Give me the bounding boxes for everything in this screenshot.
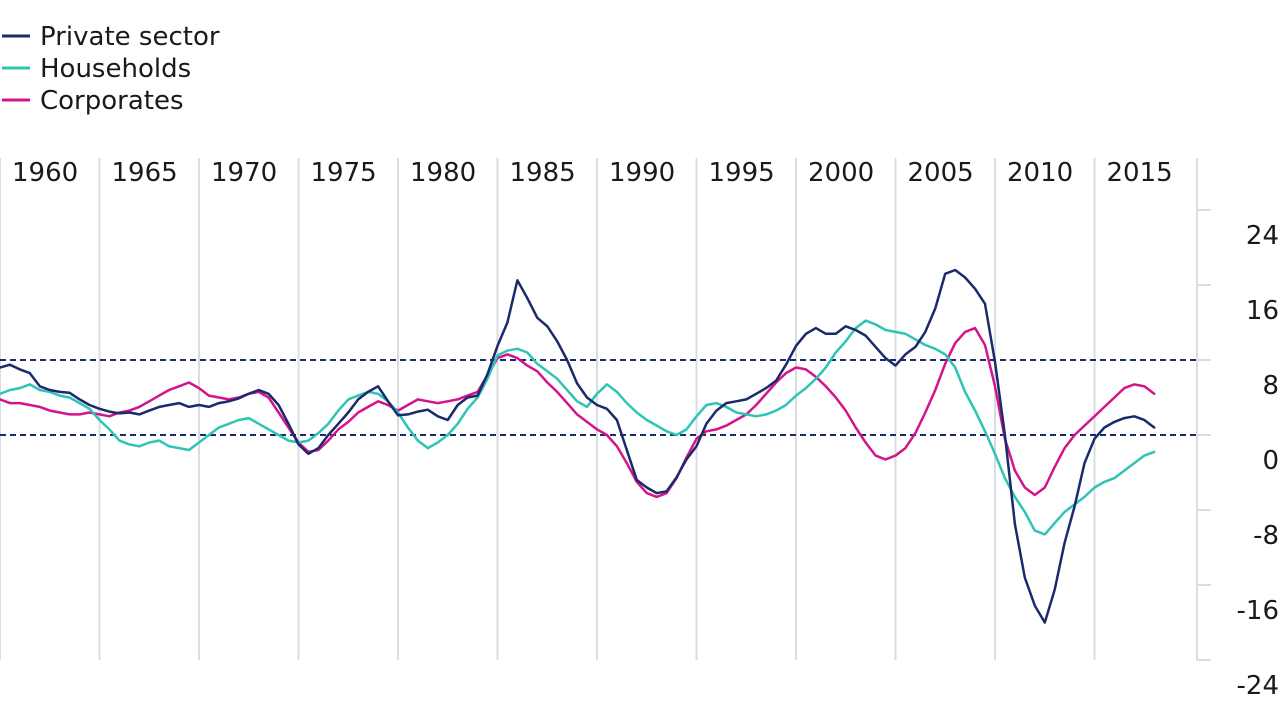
y-tick-label: 24 — [1246, 221, 1279, 251]
series-private-sector — [0, 268, 1156, 624]
y-tick-label: -24 — [1237, 671, 1279, 701]
x-tick-label: 1960 — [12, 158, 78, 188]
x-tick-label: 2010 — [1007, 158, 1073, 188]
x-tick-label: 1965 — [112, 158, 178, 188]
series-lines — [0, 268, 1156, 624]
x-tick-label: 2015 — [1107, 158, 1173, 188]
x-tick-label: 1975 — [311, 158, 377, 188]
legend-label: Households — [40, 54, 191, 84]
vertical-gridlines — [0, 158, 1096, 660]
legend-label: Corporates — [40, 86, 184, 116]
y-tick-label: -16 — [1237, 596, 1279, 626]
x-tick-label: 1985 — [510, 158, 576, 188]
y-tick-label: 0 — [1262, 446, 1279, 476]
x-tick-label: 1980 — [410, 158, 476, 188]
x-axis: 1960 1965 1970 1975 1980 1985 1990 1995 2000 2005… — [12, 158, 1173, 188]
x-tick-label: 1990 — [609, 158, 675, 188]
y-tick-label: -8 — [1253, 521, 1279, 551]
series-corporates — [0, 326, 1156, 499]
series-households — [0, 319, 1156, 536]
y-tick-label: 8 — [1262, 371, 1279, 401]
x-tick-label: 1970 — [211, 158, 277, 188]
x-tick-label: 2005 — [908, 158, 974, 188]
y-tick-label: 16 — [1246, 296, 1279, 326]
y-axis: 24 16 8 0 -8 -16 -24 — [1196, 158, 1279, 701]
legend-label: Private sector — [40, 22, 220, 52]
x-tick-label: 1995 — [709, 158, 775, 188]
x-tick-label: 2000 — [808, 158, 874, 188]
reference-lines — [0, 359, 1197, 436]
